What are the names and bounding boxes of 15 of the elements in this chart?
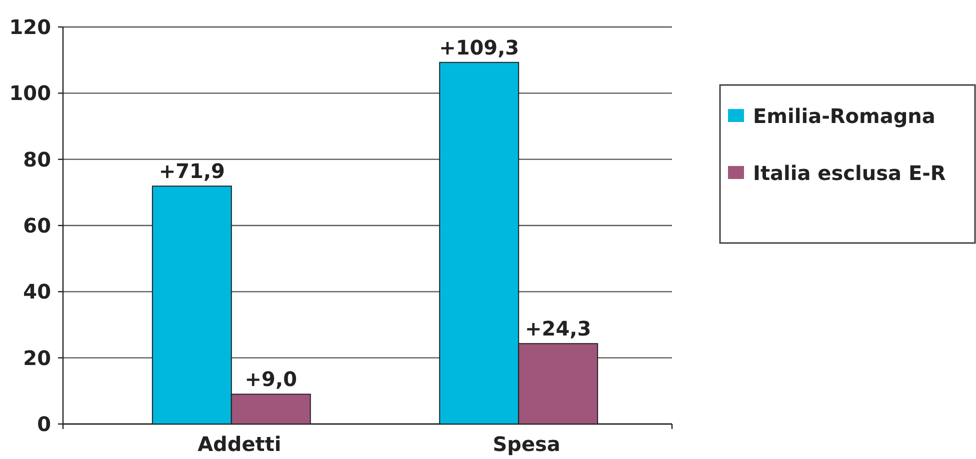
legend-label: Emilia-Romagna [753, 104, 936, 128]
y-tick-label: 80 [23, 147, 51, 172]
y-tick-label: 40 [23, 280, 51, 304]
y-tick-label: 100 [9, 81, 51, 106]
y-tick-label: 120 [9, 15, 51, 39]
data-label: +24,3 [525, 316, 592, 341]
x-tick-label: Spesa [492, 432, 560, 456]
y-tick-label: 0 [37, 412, 51, 436]
y-tick-label: 20 [23, 346, 51, 370]
legend-label: Italia esclusa E-R [753, 161, 946, 185]
data-label: +9,0 [244, 367, 297, 392]
y-tick-label: 60 [23, 214, 51, 238]
data-label: +71,9 [158, 159, 225, 184]
x-tick-label: Addetti [198, 432, 282, 456]
data-label: +109,3 [439, 35, 520, 60]
